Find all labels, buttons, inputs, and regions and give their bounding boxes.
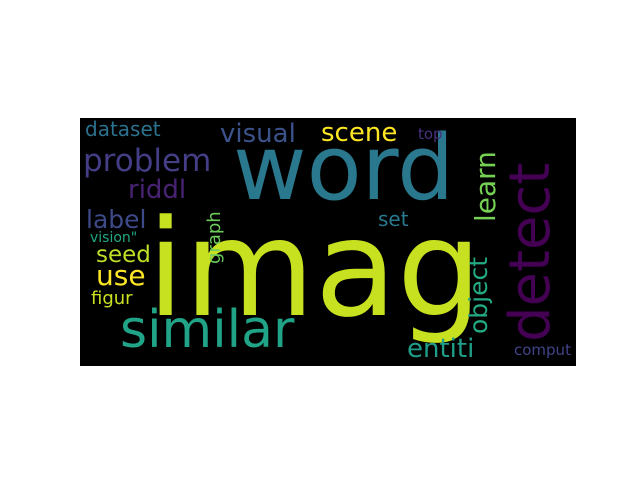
word-label: label [86, 205, 147, 234]
word-cloud: imag word detect similar problem visual … [80, 118, 576, 366]
word-detect: detect [498, 162, 563, 342]
word-scene: scene [321, 118, 398, 148]
word-entiti: entiti [407, 334, 475, 364]
word-dataset: dataset [85, 118, 161, 141]
word-seed: seed [96, 242, 151, 268]
word-similar: similar [120, 300, 295, 360]
word-imag: imag [147, 191, 482, 347]
word-comput: comput [514, 341, 571, 359]
word-top: top [418, 125, 443, 143]
word-graph: graph [204, 211, 225, 264]
word-set: set [378, 207, 409, 231]
word-word: word [233, 118, 455, 221]
word-learn: learn [469, 151, 502, 222]
word-vision: vision" [90, 230, 138, 246]
word-use: use [96, 259, 146, 292]
word-object: object [464, 256, 493, 334]
word-visual: visual [220, 119, 296, 149]
word-riddl: riddl [128, 175, 187, 205]
word-figur: figur [91, 288, 133, 309]
word-problem: problem [83, 143, 212, 179]
